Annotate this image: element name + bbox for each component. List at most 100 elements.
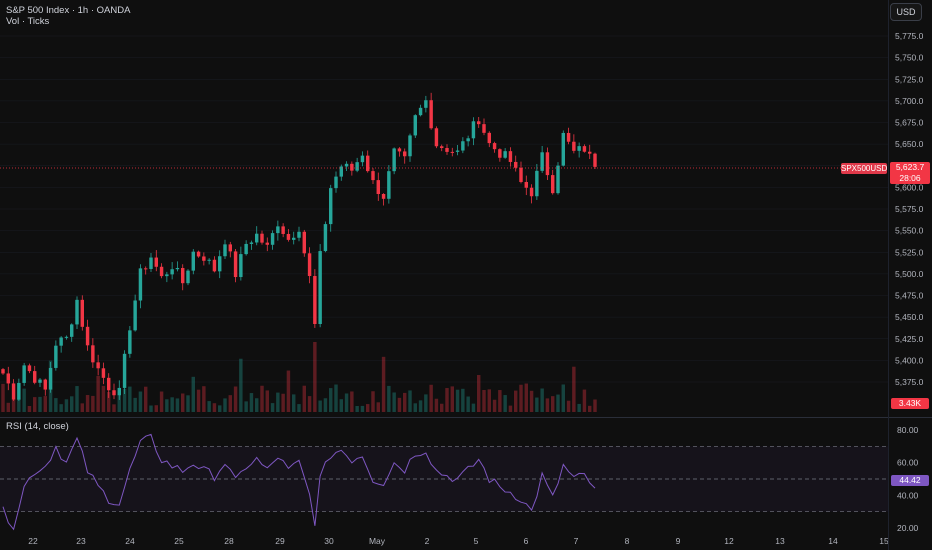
- volume-bar: [17, 398, 21, 412]
- candle-body: [445, 148, 449, 152]
- volume-bar: [260, 385, 264, 412]
- volume-bar: [286, 370, 291, 412]
- candle-body: [17, 382, 21, 400]
- candle-body: [397, 148, 402, 152]
- candle-body: [6, 373, 11, 384]
- y-tick-label: 5,550.0: [895, 226, 924, 236]
- volume-bar: [508, 405, 513, 412]
- candle-body: [239, 254, 243, 278]
- rsi-value-tag: 44.42: [891, 475, 929, 486]
- candle-body: [355, 162, 359, 171]
- candle-body: [492, 143, 497, 150]
- candle-body: [508, 151, 513, 162]
- volume-bar: [355, 405, 359, 412]
- x-tick-label: May: [369, 536, 386, 546]
- candle-body: [529, 187, 534, 197]
- x-tick-label: 6: [524, 536, 529, 546]
- volume-bar: [38, 396, 42, 412]
- y-tick-label: 5,725.0: [895, 74, 924, 84]
- candle-body: [260, 233, 264, 243]
- symbol-title[interactable]: S&P 500 Index · 1h · OANDA: [6, 5, 131, 16]
- candle-body: [344, 163, 349, 167]
- volume-bar: [439, 403, 444, 412]
- volume-bar: [281, 393, 285, 412]
- volume-label[interactable]: Vol · Ticks: [6, 16, 50, 27]
- candle-body: [387, 171, 391, 199]
- candle-body: [91, 345, 95, 363]
- price-chart[interactable]: 5,775.0 5,750.0 5,725.0 5,700.0 5,675.0 5,650…: [0, 0, 932, 418]
- volume-bar: [1, 383, 5, 412]
- volume-bar: [6, 402, 11, 412]
- volume-bar: [582, 389, 587, 412]
- candle-body: [202, 256, 206, 261]
- candle-body: [519, 167, 523, 182]
- candle-body: [376, 180, 381, 194]
- y-tick-label: 5,450.0: [895, 312, 924, 322]
- volume-bar: [535, 397, 539, 412]
- volume-bar: [524, 383, 529, 412]
- candle-body: [69, 324, 74, 337]
- volume-bar: [545, 398, 550, 412]
- candle-body: [159, 266, 164, 277]
- candle-body: [223, 244, 227, 257]
- candle-body: [154, 257, 159, 267]
- candle-body: [228, 244, 233, 252]
- y-tick-label: 5,650.0: [895, 139, 924, 149]
- volume-bar: [455, 389, 460, 412]
- candle-body: [22, 365, 26, 383]
- rsi-label[interactable]: RSI (14, close): [6, 421, 69, 432]
- candle-body: [175, 267, 180, 270]
- volume-bar: [159, 391, 164, 412]
- volume-bar: [212, 403, 217, 412]
- volume-bar: [556, 394, 560, 412]
- volume-bar: [254, 398, 259, 412]
- candle-body: [466, 138, 470, 142]
- volume-bar: [334, 384, 338, 412]
- volume-bar: [154, 405, 159, 412]
- volume-bar: [566, 400, 571, 412]
- volume-bar: [180, 393, 185, 412]
- currency-button[interactable]: USD: [890, 3, 922, 21]
- candle-body: [482, 124, 486, 133]
- volume-bar: [392, 392, 396, 412]
- candle-body: [165, 274, 169, 277]
- candle-body: [408, 135, 412, 157]
- y-tick-label: 5,675.0: [895, 118, 924, 128]
- volume-bar: [402, 392, 407, 412]
- y-tick-label: 5,600.0: [895, 182, 924, 192]
- candle-body: [149, 257, 153, 269]
- x-tick-label: 14: [828, 536, 838, 546]
- volume-bar: [540, 388, 544, 412]
- volume-bar: [429, 384, 433, 412]
- candle-body: [577, 146, 581, 151]
- last-price-value: 5,623.7: [895, 162, 925, 172]
- rsi-tick-label: 60.00: [897, 458, 919, 468]
- volume-bar: [572, 366, 576, 412]
- candle-body: [122, 353, 127, 388]
- candle-body: [307, 253, 312, 277]
- x-tick-label: 30: [324, 536, 334, 546]
- x-tick-label: 22: [28, 536, 38, 546]
- volume-bar: [328, 388, 333, 412]
- candle-body: [196, 251, 201, 257]
- candle-body: [339, 166, 344, 177]
- candle-body: [244, 243, 248, 255]
- x-tick-label: 29: [275, 536, 285, 546]
- candle-body: [297, 231, 301, 238]
- candle-body: [561, 132, 566, 166]
- price-axis-border: [888, 0, 889, 550]
- volume-bar: [519, 384, 523, 412]
- volume-bar: [365, 404, 370, 412]
- y-tick-label: 5,400.0: [895, 355, 924, 365]
- volume-bar: [149, 405, 153, 412]
- candle-body: [587, 151, 592, 154]
- candle-body: [186, 270, 190, 284]
- y-tick-label: 5,750.0: [895, 53, 924, 63]
- volume-bar: [122, 388, 127, 412]
- candle-body: [80, 299, 85, 327]
- volume-bar: [350, 391, 354, 412]
- volume-bar: [186, 395, 190, 412]
- volume-bar: [101, 385, 106, 412]
- candle-body: [476, 121, 481, 125]
